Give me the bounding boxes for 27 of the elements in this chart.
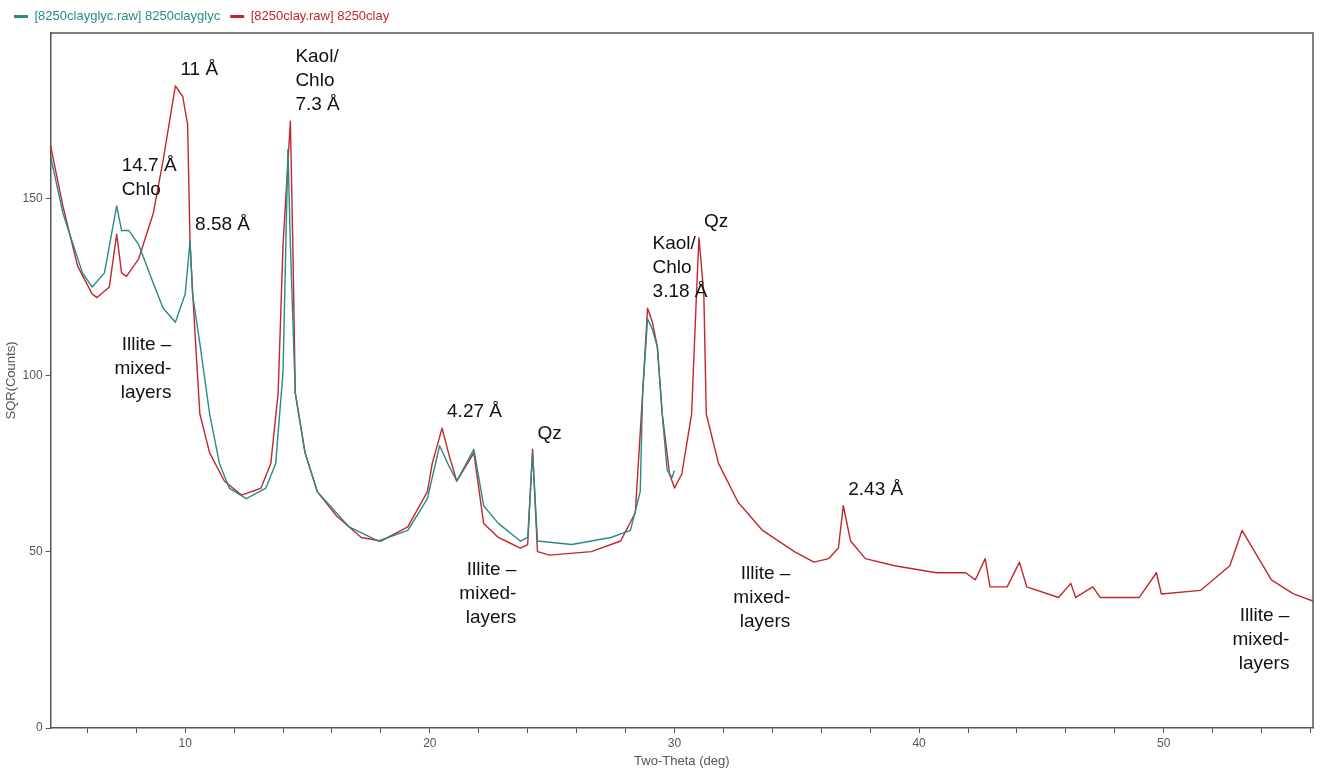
annotation: 4.27 Å (447, 400, 503, 422)
annotation: 2.43 Å (848, 477, 904, 499)
legend-label: [8250clay.raw] 8250clay (250, 8, 390, 24)
x-tick-label: 30 (667, 735, 682, 750)
annotation: 7.3 Å (295, 93, 341, 115)
x-tick-label: 20 (423, 735, 437, 750)
x-tick-label: 10 (178, 735, 193, 750)
annotation: Illite – mixed- layers (1232, 604, 1290, 674)
annotation: Illite – mixed- layers (459, 558, 517, 628)
annotation: Qz (703, 209, 729, 231)
legend-label: [8250clayglyc.raw] 8250clayglyc (34, 8, 221, 24)
y-tick-label: 150 (22, 191, 43, 206)
annotation: Illite – mixed- layers (114, 332, 172, 402)
y-tick-label: 50 (29, 543, 43, 558)
annotation: Kaol/ Chlo (295, 45, 340, 91)
x-tick-label: 40 (912, 735, 927, 750)
x-tick-label: 50 (1157, 735, 1171, 750)
annotation: 11 Å (180, 58, 219, 80)
annotation: Kaol/ Chlo (652, 232, 697, 278)
annotation: Illite – mixed- layers (733, 561, 791, 631)
y-axis-title: SQR(Counts) (3, 341, 19, 420)
y-tick-label: 0 (35, 720, 43, 735)
y-tick-label: 100 (22, 367, 43, 382)
annotation: 8.58 Å (195, 213, 251, 235)
annotation: Qz (537, 421, 562, 443)
annotation: 14.7 Å (121, 154, 177, 176)
x-axis-title: Two-Theta (deg) (634, 752, 730, 768)
